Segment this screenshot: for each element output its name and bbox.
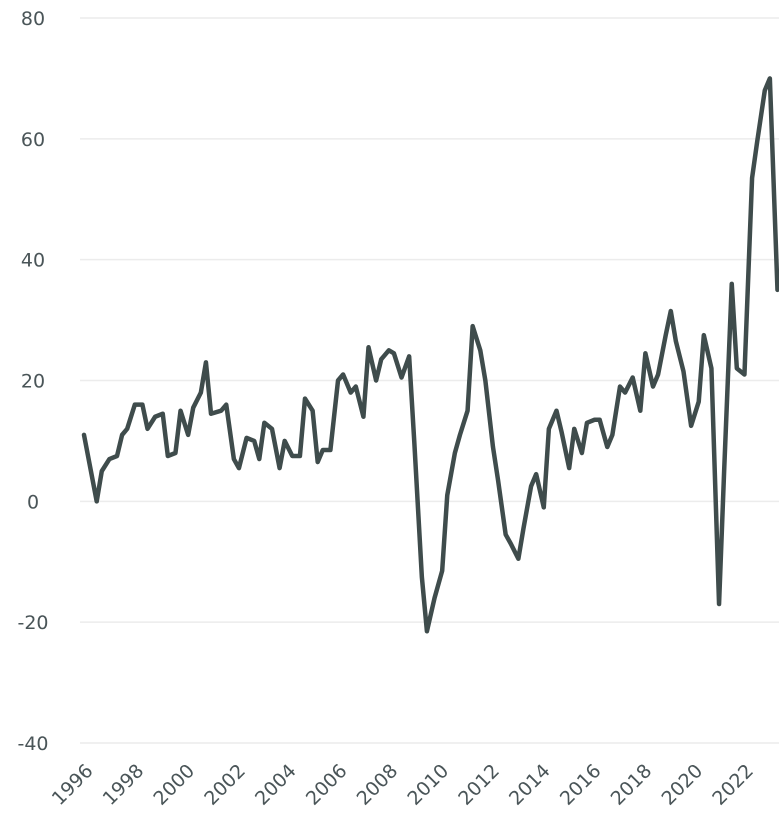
x-tick-label: 1996 [48,760,98,810]
y-tick-label: 20 [21,371,45,393]
x-tick-label: 2006 [302,760,352,810]
x-tick-label: 2004 [251,760,301,810]
x-tick-label: 2012 [454,760,504,810]
y-tick-label: 0 [27,491,39,513]
x-tick-label: 2010 [403,760,453,810]
y-tick-label: 40 [21,250,45,272]
y-tick-label: -40 [17,733,48,755]
y-tick-label: -20 [17,612,48,634]
x-tick-label: 1998 [99,760,149,810]
x-tick-label: 2018 [607,760,657,810]
y-tick-label: 60 [21,129,45,151]
data-line [81,76,779,634]
x-tick-label: 2020 [657,760,707,810]
x-tick-label: 2000 [149,760,199,810]
x-tick-label: 2016 [556,760,606,810]
x-tick-label: 2002 [200,760,250,810]
x-tick-label: 2022 [708,760,758,810]
x-tick-label: 2014 [505,760,555,810]
x-tick-label: 2008 [353,760,403,810]
y-tick-label: 80 [21,8,45,30]
